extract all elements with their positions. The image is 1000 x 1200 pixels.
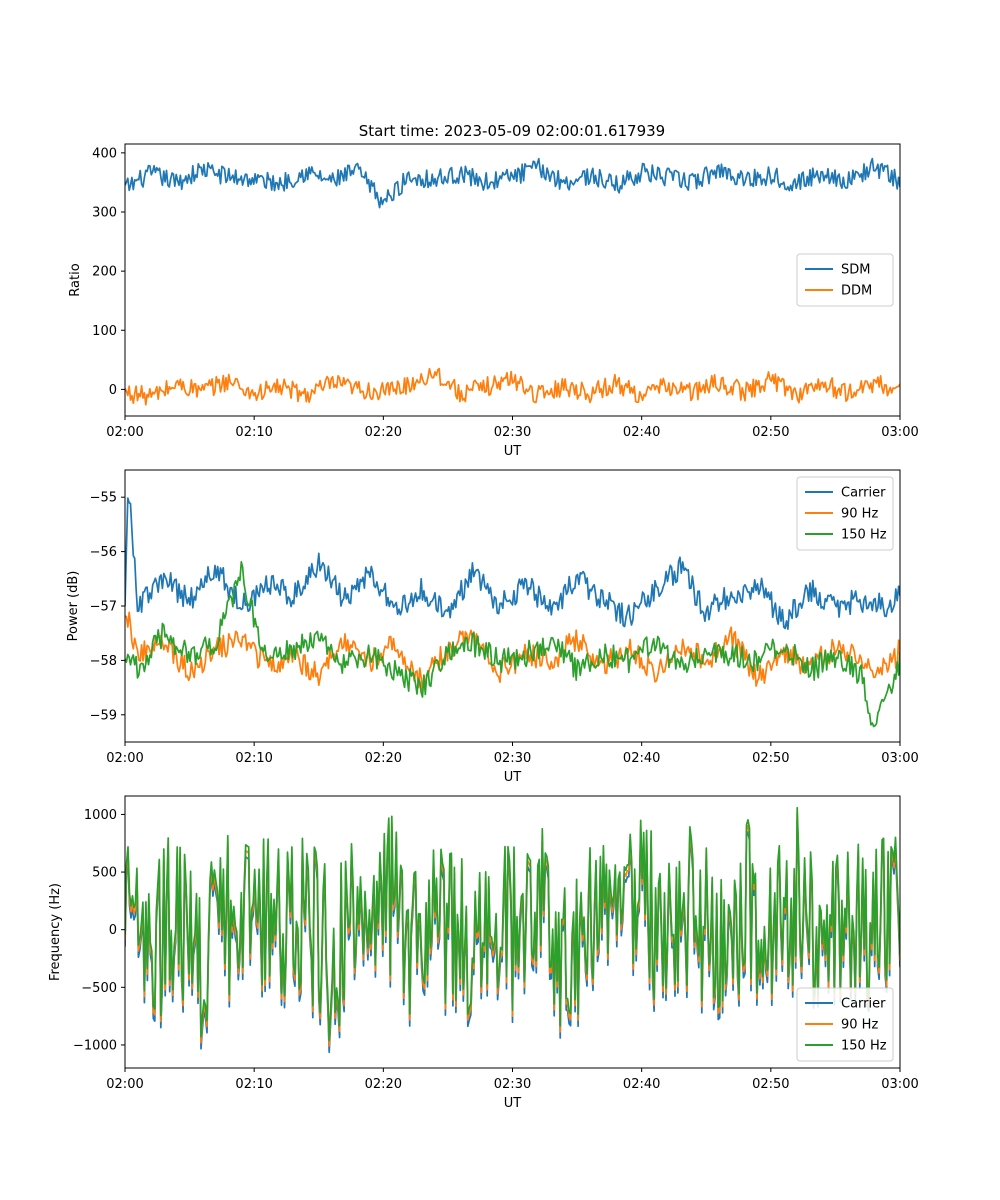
- y-tick-label: 200: [92, 265, 117, 280]
- y-tick-label: −57: [90, 600, 117, 615]
- ratio-panel: 02:00 02:10 02:20 02:30 02:40 02:50 03:00 0 100 2…: [68, 143, 919, 459]
- legend-label: 150 Hz: [841, 1039, 887, 1054]
- legend-label: Carrier: [841, 486, 886, 501]
- legend-label: 90 Hz: [841, 1018, 878, 1033]
- x-axis-label: UT: [504, 770, 522, 785]
- y-tick-label: 100: [92, 324, 117, 339]
- x-tick-label: 03:00: [881, 425, 918, 440]
- x-tick-label: 02:20: [365, 425, 402, 440]
- y-tick-label: 300: [92, 206, 117, 221]
- y-tick-label: 0: [109, 383, 117, 398]
- x-axis-label: UT: [504, 1096, 522, 1111]
- y-tick-label: 1000: [84, 808, 117, 823]
- series-lines: [125, 157, 900, 406]
- x-tick-label: 02:20: [365, 1077, 402, 1092]
- x-tick-label: 02:30: [494, 1077, 531, 1092]
- x-tick-label: 02:10: [235, 425, 272, 440]
- y-tick-label: −58: [90, 654, 117, 669]
- x-tick-label: 02:50: [752, 425, 789, 440]
- x-axis-label: UT: [504, 444, 522, 459]
- frequency-panel: 02:00 02:10 02:20 02:30 02:40 02:50 03:00 1000 5…: [48, 795, 919, 1111]
- legend-label: Carrier: [841, 997, 886, 1012]
- x-tick-label: 02:20: [365, 751, 402, 766]
- series-line-1-2: [125, 560, 900, 728]
- x-tick-label: 02:10: [235, 1077, 272, 1092]
- x-tick-label: 03:00: [881, 751, 918, 766]
- series-line-0-0: [125, 157, 900, 209]
- x-tick-label: 02:50: [752, 1077, 789, 1092]
- legend-label: 90 Hz: [841, 507, 878, 522]
- x-tick-label: 02:30: [494, 425, 531, 440]
- figure-title: Start time: 2023-05-09 02:00:01.617939: [359, 122, 665, 140]
- x-tick-label: 02:00: [106, 425, 143, 440]
- legend: SDM DDM: [796, 253, 894, 307]
- y-tick-label: 0: [109, 923, 117, 938]
- y-tick-label: 400: [92, 146, 117, 161]
- legend: Carrier 90 Hz 150 Hz: [796, 476, 894, 551]
- y-tick-label: −55: [90, 491, 117, 506]
- y-tick-label: −500: [81, 981, 117, 996]
- y-tick-label: −56: [90, 545, 117, 560]
- y-tick-label: −1000: [73, 1038, 117, 1053]
- power-panel: 02:00 02:10 02:20 02:30 02:40 02:50 03:00 −55 −5…: [66, 469, 919, 785]
- legend: Carrier 90 Hz 150 Hz: [796, 987, 894, 1062]
- x-tick-label: 02:00: [106, 1077, 143, 1092]
- x-tick-label: 02:40: [623, 1077, 660, 1092]
- axes-frame: [124, 469, 901, 743]
- x-tick-label: 02:40: [623, 425, 660, 440]
- series-lines: [125, 497, 900, 728]
- y-tick-label: −59: [90, 708, 117, 723]
- x-tick-label: 02:50: [752, 751, 789, 766]
- x-tick-label: 02:40: [623, 751, 660, 766]
- series-line-1-0: [125, 497, 900, 630]
- series-lines: [125, 806, 900, 1054]
- legend-label: SDM: [841, 263, 870, 278]
- x-tick-label: 02:10: [235, 751, 272, 766]
- series-line-2-2: [125, 806, 900, 1042]
- x-tick-label: 02:00: [106, 751, 143, 766]
- series-line-0-1: [125, 367, 900, 406]
- legend-label: DDM: [841, 284, 872, 299]
- x-tick-label: 03:00: [881, 1077, 918, 1092]
- x-tick-label: 02:30: [494, 751, 531, 766]
- legend-label: 150 Hz: [841, 528, 887, 543]
- y-axis-label: Ratio: [68, 263, 83, 296]
- y-axis-label: Power (dB): [66, 571, 81, 642]
- y-axis-label: Frequency (Hz): [48, 883, 63, 981]
- y-tick-label: 500: [92, 866, 117, 881]
